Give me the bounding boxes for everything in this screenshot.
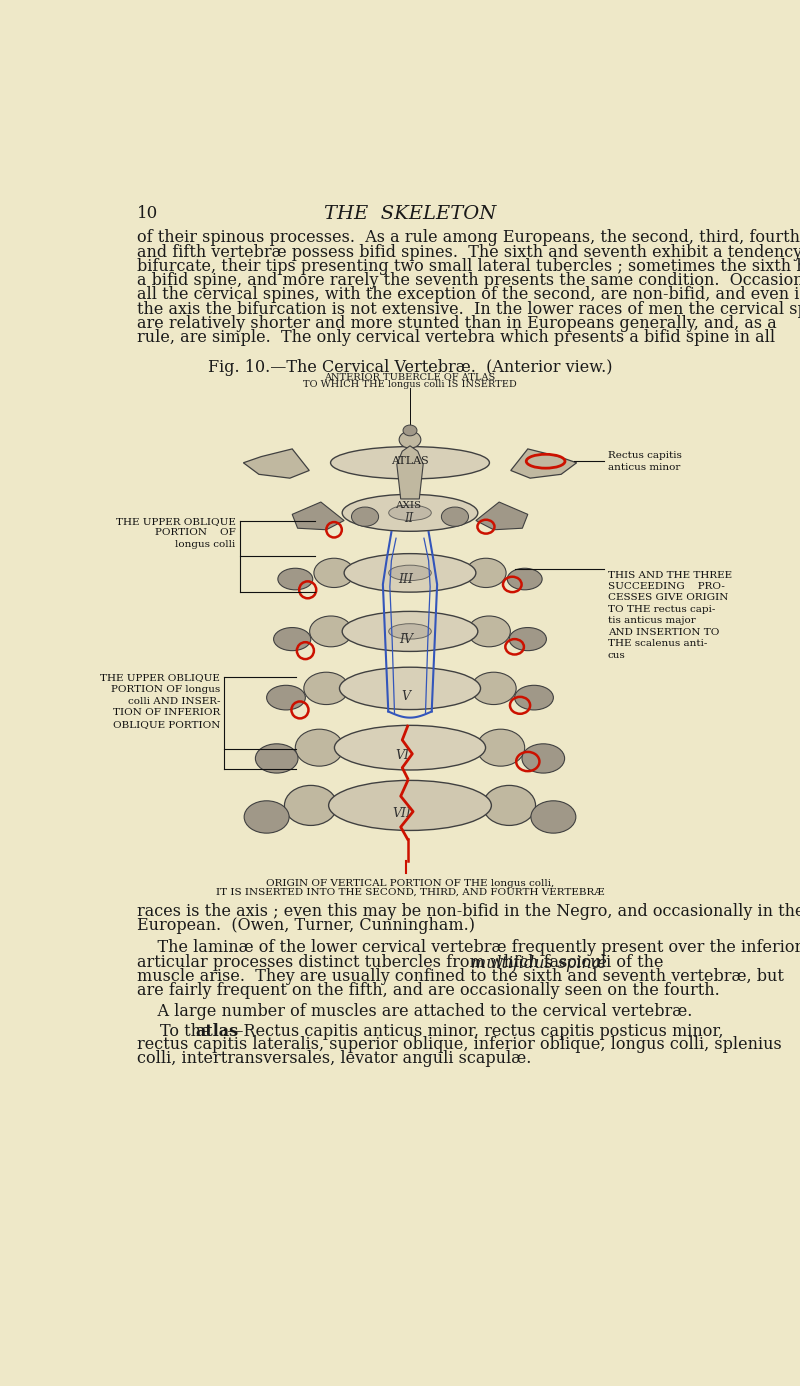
Ellipse shape bbox=[466, 559, 506, 588]
Text: articular processes distinct tubercles from which fasciculi of the: articular processes distinct tubercles f… bbox=[138, 954, 669, 970]
Text: races is the axis ; even this may be non-bifid in the Negro, and occasionally in: races is the axis ; even this may be non… bbox=[138, 904, 800, 920]
Ellipse shape bbox=[342, 495, 478, 531]
Text: THE UPPER OBLIQUE
PORTION OF longus
colli AND INSER-
TION OF INFERIOR
OBLIQUE PO: THE UPPER OBLIQUE PORTION OF longus coll… bbox=[100, 674, 220, 729]
Text: Fig. 10.—The Cervical Vertebræ.  (Anterior view.): Fig. 10.—The Cervical Vertebræ. (Anterio… bbox=[208, 359, 612, 376]
Text: IT IS INSERTED INTO THE SECOND, THIRD, AND FOURTH VERTEBRÆ: IT IS INSERTED INTO THE SECOND, THIRD, A… bbox=[216, 888, 604, 897]
Ellipse shape bbox=[329, 780, 491, 830]
Text: bifurcate, their tips presenting two small lateral tubercles ; sometimes the six: bifurcate, their tips presenting two sma… bbox=[138, 258, 800, 274]
Ellipse shape bbox=[442, 507, 469, 527]
Ellipse shape bbox=[310, 615, 352, 647]
Text: are fairly frequent on the fifth, and are occasionally seen on the fourth.: are fairly frequent on the fifth, and ar… bbox=[138, 983, 720, 999]
Ellipse shape bbox=[244, 801, 289, 833]
Text: III: III bbox=[398, 572, 414, 585]
Text: muscle arise.  They are usually confined to the sixth and seventh vertebræ, but: muscle arise. They are usually confined … bbox=[138, 967, 784, 985]
Text: 10: 10 bbox=[138, 205, 158, 222]
Ellipse shape bbox=[278, 568, 313, 590]
Ellipse shape bbox=[483, 786, 535, 826]
Polygon shape bbox=[397, 446, 423, 499]
Ellipse shape bbox=[531, 801, 576, 833]
Ellipse shape bbox=[403, 426, 417, 435]
Polygon shape bbox=[476, 502, 528, 529]
Polygon shape bbox=[243, 449, 310, 478]
Ellipse shape bbox=[471, 672, 516, 704]
Text: rule, are simple.  The only cervical vertebra which presents a bifid spine in al: rule, are simple. The only cervical vert… bbox=[138, 328, 775, 346]
Text: ATLAS: ATLAS bbox=[391, 456, 429, 466]
Text: The laminæ of the lower cervical vertebræ frequently present over the inferior: The laminæ of the lower cervical vertebr… bbox=[138, 940, 800, 956]
Ellipse shape bbox=[522, 744, 565, 773]
Text: IV: IV bbox=[399, 632, 413, 646]
Ellipse shape bbox=[399, 431, 421, 448]
Text: colli, intertransversales, levator anguli scapulæ.: colli, intertransversales, levator angul… bbox=[138, 1051, 531, 1067]
Ellipse shape bbox=[295, 729, 343, 766]
Ellipse shape bbox=[509, 628, 546, 650]
Ellipse shape bbox=[304, 672, 349, 704]
Ellipse shape bbox=[266, 685, 306, 710]
Ellipse shape bbox=[255, 744, 298, 773]
Ellipse shape bbox=[389, 624, 431, 639]
Text: and fifth vertebræ possess bifid spines.  The sixth and seventh exhibit a tenden: and fifth vertebræ possess bifid spines.… bbox=[138, 244, 800, 261]
Text: V: V bbox=[402, 690, 410, 703]
Ellipse shape bbox=[334, 725, 486, 771]
Text: all the cervical spines, with the exception of the second, are non-bifid, and ev: all the cervical spines, with the except… bbox=[138, 287, 800, 304]
Text: a bifid spine, and more rarely the seventh presents the same condition.  Occasio: a bifid spine, and more rarely the seven… bbox=[138, 272, 800, 290]
Ellipse shape bbox=[389, 505, 431, 521]
Ellipse shape bbox=[330, 446, 490, 480]
Text: the axis the bifurcation is not extensive.  In the lower races of men the cervic: the axis the bifurcation is not extensiv… bbox=[138, 301, 800, 317]
Text: THE  SKELETON: THE SKELETON bbox=[324, 205, 496, 223]
Ellipse shape bbox=[389, 565, 431, 581]
Ellipse shape bbox=[468, 615, 510, 647]
Text: multifidus spinæ: multifidus spinæ bbox=[470, 955, 606, 972]
Text: Rectus capitis
anticus minor: Rectus capitis anticus minor bbox=[608, 450, 682, 471]
Ellipse shape bbox=[285, 786, 337, 826]
Polygon shape bbox=[292, 502, 344, 529]
Text: are relatively shorter and more stunted than in Europeans generally, and, as a: are relatively shorter and more stunted … bbox=[138, 315, 777, 331]
Text: II: II bbox=[404, 513, 413, 525]
Text: rectus capitis lateralis, superior oblique, inferior oblique, longus colli, sple: rectus capitis lateralis, superior obliq… bbox=[138, 1035, 782, 1052]
Text: To the: To the bbox=[161, 1023, 216, 1040]
Text: THIS AND THE THREE
SUCCEEDING    PRO-
CESSES GIVE ORIGIN
TO THE rectus capi-
tis: THIS AND THE THREE SUCCEEDING PRO- CESSE… bbox=[608, 571, 732, 660]
Text: ORIGIN OF VERTICAL PORTION OF THE longus colli,: ORIGIN OF VERTICAL PORTION OF THE longus… bbox=[266, 879, 554, 887]
Text: of their spinous processes.  As a rule among Europeans, the second, third, fourt: of their spinous processes. As a rule am… bbox=[138, 230, 800, 247]
Text: AXIS: AXIS bbox=[395, 500, 422, 510]
Text: VII: VII bbox=[393, 807, 412, 819]
Polygon shape bbox=[510, 449, 577, 478]
Ellipse shape bbox=[314, 559, 354, 588]
Ellipse shape bbox=[351, 507, 378, 527]
Ellipse shape bbox=[274, 628, 311, 650]
Text: TO WHICH THE longus colli IS INSERTED: TO WHICH THE longus colli IS INSERTED bbox=[303, 380, 517, 389]
Text: atlas: atlas bbox=[195, 1023, 238, 1040]
Ellipse shape bbox=[342, 611, 478, 651]
Ellipse shape bbox=[477, 729, 525, 766]
Text: THE UPPER OBLIQUE
PORTION    OF
longus colli: THE UPPER OBLIQUE PORTION OF longus coll… bbox=[116, 517, 236, 549]
Text: European.  (Owen, Turner, Cunningham.): European. (Owen, Turner, Cunningham.) bbox=[138, 918, 475, 934]
Text: ANTERIOR TUBERCLE OF ATLAS: ANTERIOR TUBERCLE OF ATLAS bbox=[324, 373, 496, 381]
Ellipse shape bbox=[339, 667, 481, 710]
Ellipse shape bbox=[344, 553, 476, 592]
Text: :—Rectus capitis anticus minor, rectus capitis posticus minor,: :—Rectus capitis anticus minor, rectus c… bbox=[222, 1023, 723, 1040]
Ellipse shape bbox=[514, 685, 554, 710]
Text: VI: VI bbox=[395, 748, 410, 762]
Ellipse shape bbox=[507, 568, 542, 590]
Text: A large number of muscles are attached to the cervical vertebræ.: A large number of muscles are attached t… bbox=[138, 1002, 693, 1020]
